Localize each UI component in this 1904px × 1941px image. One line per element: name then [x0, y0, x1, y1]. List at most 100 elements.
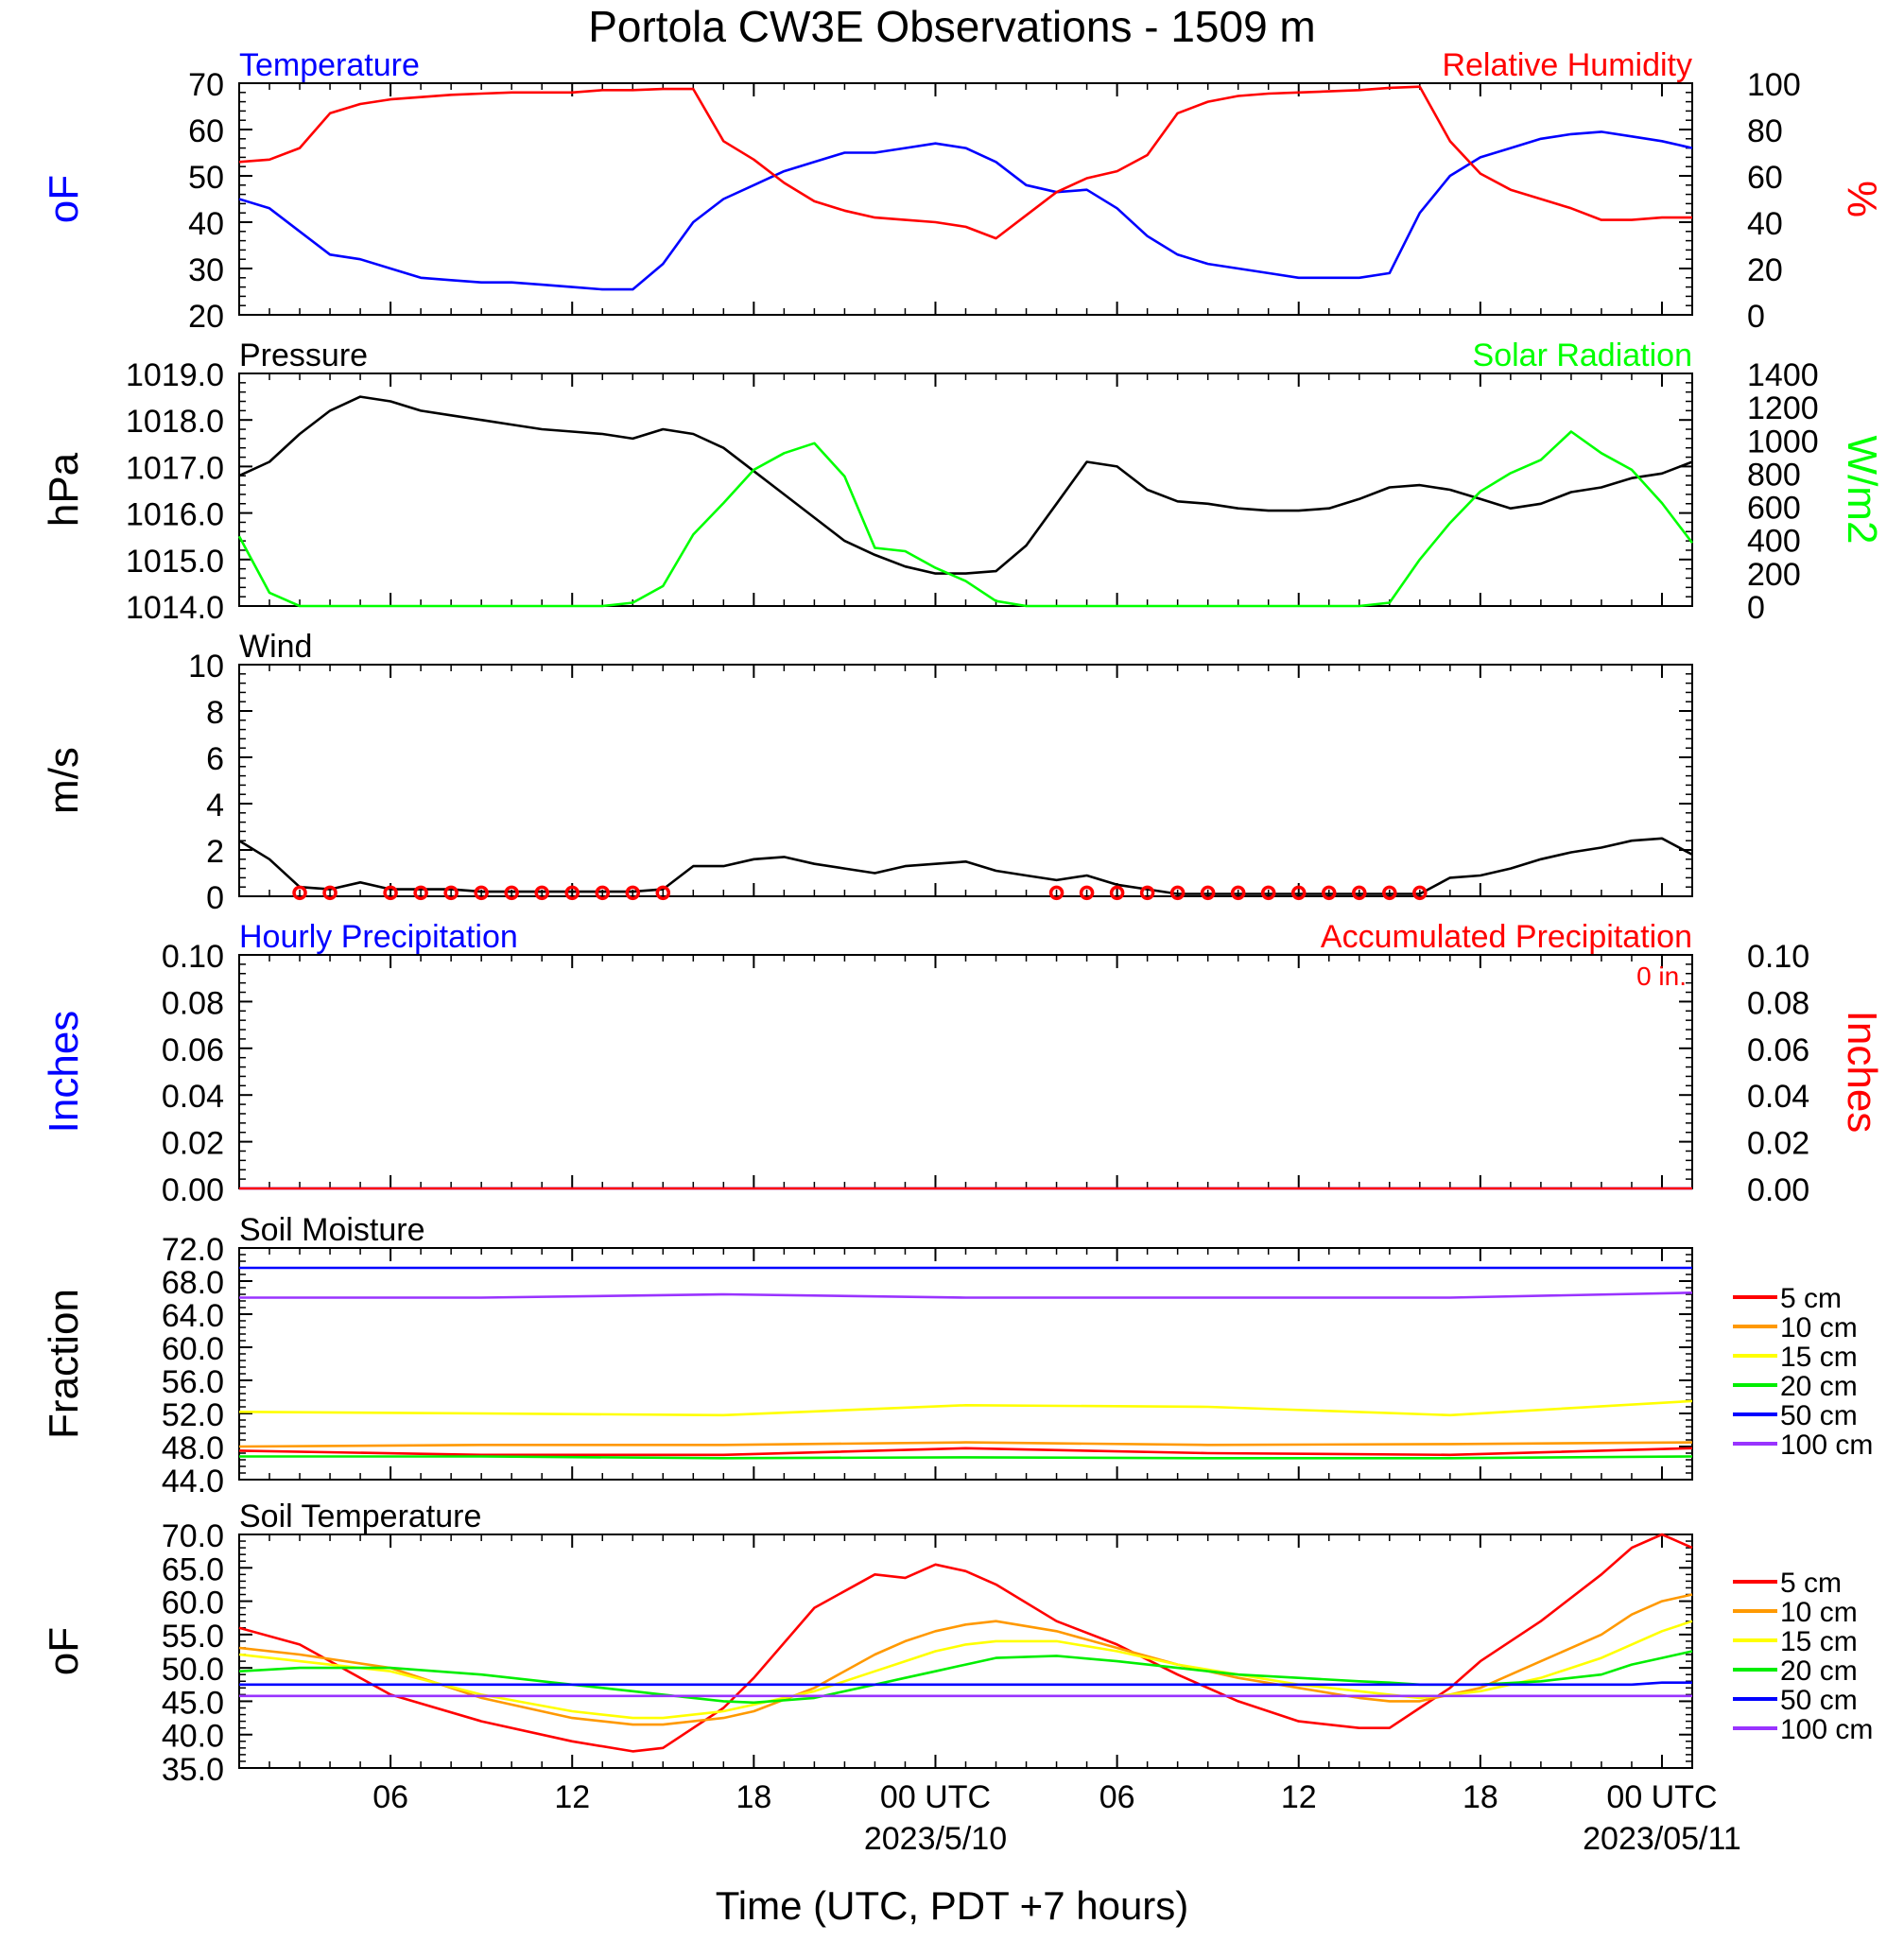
- x-tick-label: 12: [554, 1779, 590, 1815]
- y-axis-label: oF: [41, 1627, 87, 1675]
- plot-frame: [238, 954, 1693, 1189]
- legend-label: 5 cm: [1780, 1283, 1842, 1314]
- series-line-50-cm: [239, 1681, 1692, 1687]
- calm-wind-marker: [595, 885, 610, 901]
- legend-label: 20 cm: [1780, 1371, 1858, 1402]
- y-tick-label-right: 800: [1747, 457, 1801, 493]
- panel-title-left: Pressure: [239, 338, 368, 373]
- calm-wind-marker: [1382, 885, 1397, 901]
- panel-title-left: Temperature: [239, 47, 420, 83]
- series-line-20-cm: [239, 1455, 1693, 1460]
- series-line-temperature: [238, 130, 1693, 291]
- y-tick-label-right: 0: [1747, 590, 1765, 626]
- panel-title-left: Wind: [239, 629, 312, 665]
- y-tick-label: 10: [188, 649, 224, 685]
- calm-wind-marker: [1169, 885, 1186, 901]
- y-tick-label: 60: [188, 113, 224, 149]
- y-tick-label-right: 0.10: [1747, 939, 1809, 975]
- y-tick-label: 65.0: [162, 1551, 224, 1587]
- y-tick-label-right: 0.02: [1747, 1126, 1809, 1162]
- series-line-5-cm: [238, 1447, 1693, 1457]
- legend-label: 10 cm: [1780, 1597, 1858, 1628]
- legend-label: 20 cm: [1780, 1655, 1858, 1687]
- calm-wind-marker: [1290, 885, 1307, 901]
- y-tick-label: 0.06: [162, 1032, 224, 1068]
- calm-wind-marker: [1109, 885, 1125, 901]
- y-tick-label: 6: [206, 741, 224, 777]
- y-axis-label-right: Inches: [1839, 1011, 1885, 1134]
- y-tick-label-right: 0.04: [1747, 1079, 1809, 1115]
- figure-title: Portola CW3E Observations - 1509 m: [588, 2, 1316, 51]
- calm-wind-marker: [625, 885, 641, 901]
- y-tick-label-right: 100: [1747, 67, 1801, 103]
- panel-title-left: Soil Moisture: [239, 1212, 425, 1248]
- x-tick-label: 18: [736, 1779, 771, 1815]
- calm-wind-marker: [1412, 885, 1428, 901]
- y-tick-label: 52.0: [162, 1397, 224, 1433]
- panel-title-left: Soil Temperature: [239, 1499, 481, 1534]
- panel-title-left: Hourly Precipitation: [239, 919, 518, 955]
- y-tick-label: 44.0: [162, 1464, 224, 1499]
- series-line-15-cm: [238, 1399, 1693, 1417]
- legend-label: 15 cm: [1780, 1342, 1858, 1373]
- y-tick-label: 8: [206, 695, 224, 731]
- y-tick-label: 40.0: [162, 1719, 224, 1755]
- y-tick-label: 1014.0: [126, 590, 224, 626]
- y-tick-label-right: 60: [1747, 160, 1783, 196]
- calm-wind-marker: [413, 885, 428, 901]
- calm-wind-marker: [655, 885, 671, 901]
- legend-label: 50 cm: [1780, 1400, 1858, 1431]
- time-axis: 06 12 18 00 UTC 2023/5/10 06 12 18 00 UTC 2023/05…: [372, 1779, 1741, 1857]
- calm-wind-marker: [1200, 885, 1216, 901]
- y-tick-label-right: 0.06: [1747, 1032, 1809, 1068]
- legend-label: 10 cm: [1780, 1312, 1858, 1343]
- x-tick-label: 12: [1281, 1779, 1317, 1815]
- y-tick-label: 0.02: [162, 1126, 224, 1162]
- y-tick-label: 1015.0: [126, 544, 224, 580]
- x-date-label: 2023/5/10: [864, 1821, 1007, 1857]
- calm-wind-marker: [1260, 885, 1276, 901]
- y-tick-label: 1019.0: [126, 357, 224, 393]
- x-tick-label: 18: [1463, 1779, 1498, 1815]
- legend-label: 15 cm: [1780, 1626, 1858, 1657]
- y-tick-label: 0.04: [162, 1079, 224, 1115]
- y-axis-label: Inches: [41, 1011, 87, 1134]
- y-tick-label: 35.0: [162, 1752, 224, 1788]
- calm-wind-marker: [1230, 885, 1246, 901]
- x-tick-label: 00 UTC: [880, 1779, 991, 1815]
- calm-wind-marker: [564, 885, 580, 901]
- series-line-10-cm: [238, 1593, 1693, 1726]
- series-line-5-cm: [238, 1533, 1693, 1753]
- plot-frame: [238, 373, 1693, 607]
- panel-pressure-solar: 1014.0 1015.0 1016.0 1017.0 1018.0 1019.0 0200…: [41, 338, 1885, 626]
- y-tick-label: 68.0: [162, 1265, 224, 1301]
- series-line-10-cm: [238, 1441, 1693, 1448]
- series-line-pressure: [238, 395, 1693, 575]
- y-tick-label-right: 0: [1747, 299, 1765, 335]
- y-tick-label-right: 400: [1747, 524, 1801, 560]
- series-line-15-cm: [238, 1620, 1693, 1720]
- panel-temperature-humidity: 20 30 40 50 60 70 0 20 40 60 80 100 Temperature Relat…: [41, 47, 1885, 335]
- y-tick-label-right: 200: [1747, 557, 1801, 593]
- y-tick-label: 50.0: [162, 1652, 224, 1688]
- calm-wind-marker: [504, 885, 519, 901]
- panel-precipitation: 0.00 0.02 0.04 0.06 0.08 0.10 0.00 0.02 0.04 0.06…: [41, 919, 1885, 1208]
- calm-wind-marker: [1322, 885, 1337, 901]
- y-tick-label-right: 0.00: [1747, 1172, 1809, 1208]
- series-line-relative-humidity: [238, 85, 1692, 240]
- y-tick-label: 2: [206, 834, 224, 870]
- calm-wind-marker: [1352, 885, 1367, 901]
- calm-wind-marker: [292, 885, 307, 901]
- y-tick-label-right: 1200: [1747, 390, 1819, 426]
- calm-wind-marker: [1079, 885, 1095, 901]
- x-tick-label: 06: [372, 1779, 408, 1815]
- y-tick-label-right: 1000: [1747, 424, 1819, 459]
- panel-wind: 0 2 4 6 8 10 Wind m/s: [41, 629, 1693, 916]
- y-tick-label: 70: [188, 67, 224, 103]
- y-axis-label: hPa: [41, 452, 87, 527]
- y-tick-label: 48.0: [162, 1430, 224, 1466]
- calm-wind-marker: [1048, 885, 1065, 901]
